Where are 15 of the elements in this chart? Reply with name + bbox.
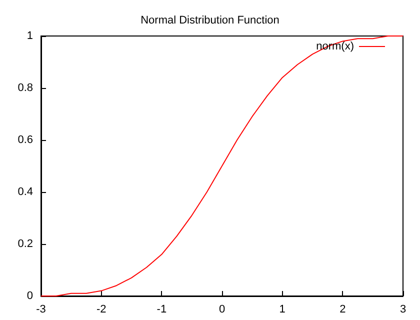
- x-tick-label: -1: [156, 304, 167, 316]
- line-series: [40, 36, 404, 296]
- y-tick-label: 1: [26, 30, 33, 42]
- x-tick-label: 3: [400, 304, 406, 316]
- y-tick-label: 0.2: [18, 238, 33, 250]
- x-tick-label: 2: [340, 304, 346, 316]
- x-tick-label: -2: [96, 304, 106, 316]
- x-tick-label: 1: [279, 304, 286, 316]
- y-tick-label: 0.4: [18, 186, 33, 198]
- x-tick-label: 0: [218, 304, 226, 316]
- x-tick-label: -3: [36, 304, 46, 316]
- y-tick-label: 0.6: [18, 134, 33, 146]
- y-tick-label: 0.8: [18, 82, 33, 94]
- y-tick-label: 0: [26, 290, 33, 302]
- chart-title: Normal Distribution Function: [140, 14, 280, 26]
